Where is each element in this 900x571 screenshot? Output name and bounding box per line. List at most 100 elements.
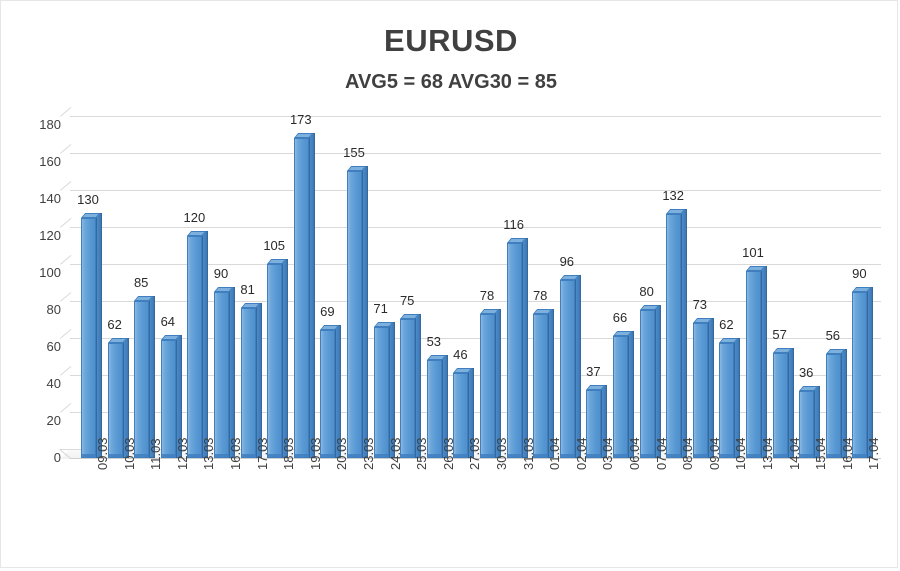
bar[interactable] [613,335,628,458]
bar-value-label: 56 [825,328,841,344]
bar-value-label: 96 [559,254,575,270]
y-axis-tick-label: 120 [39,228,61,243]
bar-value-label: 71 [373,300,388,316]
bar[interactable] [214,291,229,458]
x-axis-tick-label: 20.03 [334,437,350,470]
y-axis-tick-label: 100 [39,265,61,280]
bar-base [825,454,841,458]
y-axis-tick-label: 80 [46,302,61,317]
bar-base [187,454,203,458]
gridline [70,264,881,265]
bar-base [692,454,708,458]
x-axis-tick-label: 09.03 [95,437,110,470]
bar-value-label: 69 [320,304,335,320]
gridline [70,375,881,376]
gridline [70,412,881,413]
bar-side-face [521,238,528,458]
bar-value-label: 173 [289,111,312,127]
bar-value-label: 120 [183,210,206,225]
bar-base [480,454,495,458]
bar-base [240,454,256,458]
y-axis-tick-label: 0 [53,450,61,465]
x-axis-tick-label: 13.04 [760,437,775,470]
bar[interactable] [240,308,256,458]
gridline [70,190,881,191]
bar[interactable] [81,217,96,458]
x-axis-tick-label: 26.03 [440,437,456,470]
bar[interactable] [506,243,522,458]
bar-value-label: 85 [133,274,149,290]
bar-base [160,454,176,458]
y-axis-tick-label: 180 [39,117,61,132]
x-axis-tick-label: 31.03 [520,437,536,470]
bar-base [400,454,416,458]
gridline-depth-edge [60,264,71,273]
bar[interactable] [160,339,176,458]
bar-side-face [229,286,235,458]
y-axis-tick-label: 40 [46,376,61,391]
bar-base [373,454,389,458]
gridline [70,116,881,117]
x-axis-tick-label: 23.03 [361,437,376,470]
x-axis-tick-label: 14.04 [786,437,802,470]
bar-base [613,454,628,458]
gridline [70,153,881,154]
y-axis-tick-label: 160 [39,154,61,169]
chart-subtitle: AVG5 = 68 AVG30 = 85 [345,71,557,93]
gridline-depth-edge [60,412,71,421]
x-axis-tick-label: 08.04 [680,437,696,470]
x-axis-tick-label: 10.03 [121,437,137,470]
y-axis-tick-label: 60 [46,339,61,354]
x-axis-tick-label: 25.03 [414,437,430,470]
bar[interactable] [852,291,868,458]
x-axis-tick-label: 07.04 [653,437,669,470]
bar[interactable] [293,137,309,458]
bar-value-label: 132 [662,187,685,203]
bar-base [639,454,655,458]
gridline-depth-edge [60,375,71,384]
bar-base [586,454,602,458]
bar-base [559,454,575,458]
bar[interactable] [426,359,442,458]
bar-value-label: 116 [503,217,524,233]
bar-value-label: 78 [532,287,548,303]
bar-value-label: 75 [399,293,415,309]
bar-base [293,454,309,458]
bar-value-label: 73 [692,296,708,312]
x-axis-tick-label: 01.04 [547,437,563,470]
gridline [70,301,881,302]
bar-value-label: 90 [213,265,229,281]
bar-value-label: 130 [77,191,99,207]
x-axis-tick-label: 10.04 [733,437,749,470]
gridline-depth-edge [60,116,71,125]
bar[interactable] [639,310,655,458]
bar-side-face [96,212,102,458]
x-axis-tick-label: 02.04 [573,437,589,470]
bar-base [426,454,442,458]
bar[interactable] [480,313,495,458]
gridline [70,338,881,339]
bar[interactable] [267,263,283,458]
x-axis-tick-label: 13.03 [201,437,217,470]
bar-base [666,454,682,458]
x-axis-tick-label: 09.04 [706,437,722,470]
x-axis-tick-label: 30.03 [494,437,509,470]
chart-title: EURUSD [384,23,518,58]
bar[interactable] [825,354,841,458]
bar[interactable] [666,213,682,458]
bar[interactable] [746,271,761,458]
bar[interactable] [692,322,708,458]
bar-value-label: 105 [263,237,286,253]
bar-value-label: 80 [639,284,654,299]
x-axis-tick-label: 12.03 [174,437,190,470]
bar-base [347,454,362,458]
bar-side-face [548,308,555,458]
x-axis-tick-label: 18.03 [281,437,297,470]
bar-base [799,454,815,458]
bar[interactable] [533,313,549,458]
gridline-depth-edge [60,227,71,236]
bar-base [506,454,522,458]
bar-side-face [654,305,661,458]
